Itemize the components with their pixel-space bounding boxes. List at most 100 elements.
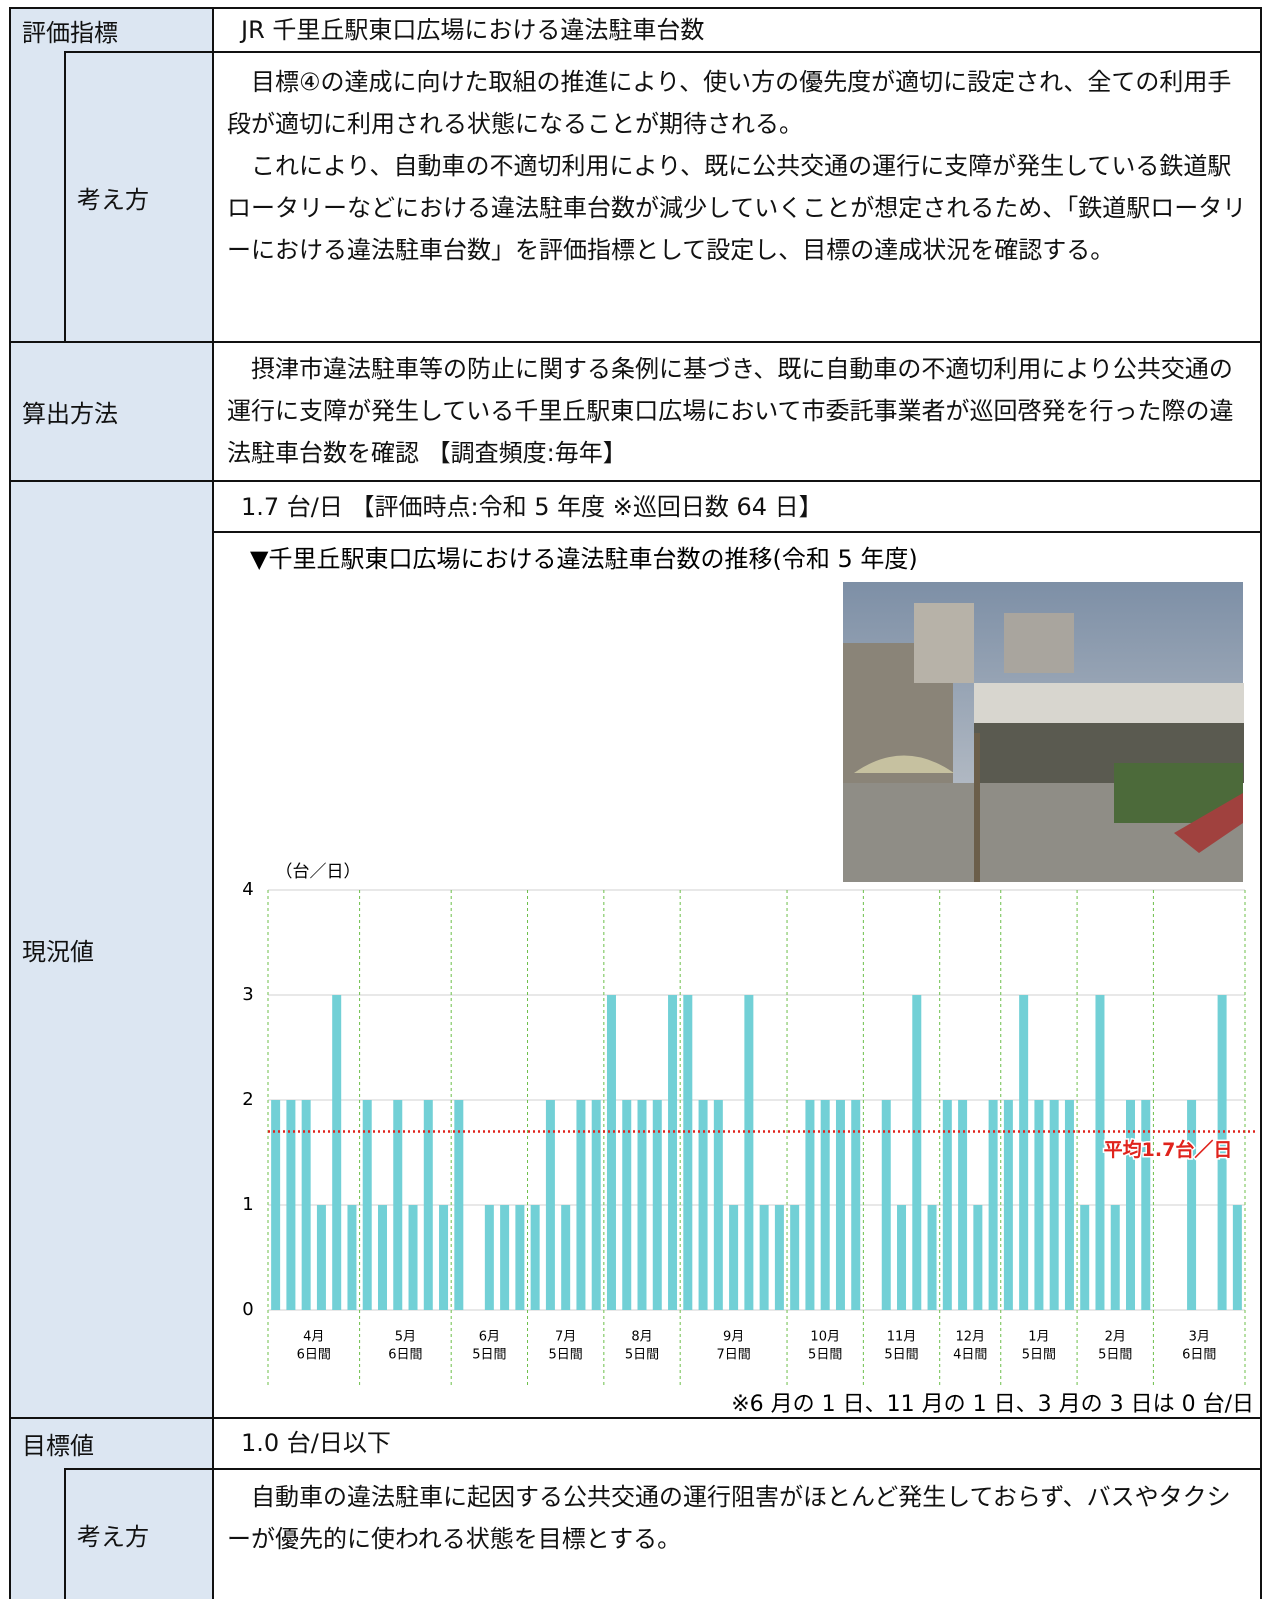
bar: [942, 1100, 952, 1310]
paragraph: 摂津市違法駐車等の防止に関する条例に基づき、既に自動車の不適切利用により公共交通…: [227, 355, 1234, 467]
border: [10, 341, 1262, 343]
row-label: 算出方法: [10, 342, 213, 481]
month-label: 4月: [303, 1330, 324, 1345]
bar: [835, 1100, 845, 1310]
bar: [332, 995, 342, 1310]
cell-text: JR 千里丘駅東口広場における違法駐車台数: [241, 16, 705, 44]
bar: [377, 1205, 387, 1310]
y-tick-label: 1: [242, 1194, 253, 1215]
y-tick-label: 0: [242, 1299, 253, 1320]
row-label: 考え方: [65, 52, 213, 342]
bar: [362, 1100, 372, 1310]
bar: [286, 1100, 296, 1310]
bar: [1080, 1205, 1090, 1310]
border: [10, 7, 1262, 9]
bar: [759, 1205, 769, 1310]
bar: [423, 1100, 433, 1310]
bar: [561, 1205, 571, 1310]
label-text: 算出方法: [22, 400, 118, 428]
month-days: 5日間: [884, 1348, 918, 1363]
chart: ▼千里丘駅東口広場における違法駐車台数の推移(令和 5 年度) （台／日） 0 1…: [242, 545, 1255, 1417]
cell-paragraphs: 摂津市違法駐車等の防止に関する条例に基づき、既に自動車の不適切利用により公共交通…: [213, 348, 1260, 474]
bar: [591, 1100, 601, 1310]
border: [9, 7, 11, 1599]
bar: [668, 995, 678, 1310]
bar: [988, 1100, 998, 1310]
bar: [897, 1205, 907, 1310]
plot: 0 1 2 3 4 4月 6日間 5月 6日間 6月 5日間 7月 5日間 8月 5日間 9月 7日間 10月 5日…: [242, 879, 1255, 1385]
month-days: 5日間: [549, 1348, 583, 1363]
bar: [484, 1205, 494, 1310]
label-text: 評価指標: [22, 18, 118, 47]
bar: [606, 995, 616, 1310]
bar: [1064, 1100, 1074, 1310]
bar: [439, 1205, 449, 1310]
bar: [973, 1205, 983, 1310]
bar: [454, 1100, 464, 1310]
bar: [851, 1100, 861, 1310]
bar: [1049, 1100, 1059, 1310]
bar: [927, 1205, 937, 1310]
bar: [1110, 1205, 1120, 1310]
label-text: 現況値: [22, 938, 94, 966]
border: [212, 7, 214, 1599]
cell-paragraphs: 目標④の達成に向けた取組の推進により、使い方の優先度が適切に設定され、全ての利用…: [213, 61, 1260, 271]
bar: [530, 1205, 540, 1310]
month-label: 5月: [395, 1330, 416, 1345]
month-days: 5日間: [472, 1348, 506, 1363]
month-label: 7月: [555, 1330, 576, 1345]
y-tick-label: 4: [242, 879, 253, 900]
bar: [713, 1100, 723, 1310]
row-label: 現況値: [10, 481, 213, 1418]
border: [65, 51, 1262, 53]
paragraph: これにより、自動車の不適切利用により、既に公共交通の運行に支障が発生している鉄道…: [227, 152, 1247, 264]
bar: [1217, 995, 1227, 1310]
bar: [1095, 995, 1105, 1310]
paragraph: 自動車の違法駐車に起因する公共交通の運行阻害がほとんど発生しておらず、バスやタク…: [227, 1483, 1231, 1553]
bar: [790, 1205, 800, 1310]
border: [64, 51, 66, 342]
month-days: 7日間: [716, 1348, 750, 1363]
bar: [545, 1100, 555, 1310]
month-label: 2月: [1105, 1330, 1126, 1345]
month-days: 6日間: [1182, 1348, 1216, 1363]
bar: [1034, 1100, 1044, 1310]
bar: [683, 995, 693, 1310]
bar: [744, 995, 754, 1310]
bar: [698, 1100, 708, 1310]
bar: [881, 1100, 891, 1310]
average-label: 平均1.7台／日: [1104, 1138, 1233, 1161]
border: [213, 531, 1262, 533]
bar: [271, 1100, 281, 1310]
indent-cell: [10, 52, 65, 342]
border: [64, 1468, 66, 1599]
row-label: 評価指標: [10, 8, 213, 52]
label-text: 目標値: [22, 1432, 94, 1460]
month-label: 1月: [1028, 1330, 1049, 1345]
border: [10, 1417, 1262, 1419]
bar: [637, 1100, 647, 1310]
month-days: 5日間: [625, 1348, 659, 1363]
y-tick-label: 3: [242, 984, 253, 1005]
month-days: 4日間: [953, 1348, 987, 1363]
row-label: 考え方: [65, 1469, 213, 1599]
row-label: 目標値: [10, 1418, 213, 1469]
bar: [1003, 1100, 1013, 1310]
bar: [622, 1100, 632, 1310]
bar: [912, 995, 922, 1310]
month-label: 8月: [631, 1330, 652, 1345]
month-days: 5日間: [808, 1348, 842, 1363]
bar: [652, 1100, 662, 1310]
indent-cell: [10, 1469, 65, 1599]
month-label: 9月: [723, 1330, 744, 1345]
month-label: 3月: [1189, 1330, 1210, 1345]
chart-title: ▼千里丘駅東口広場における違法駐車台数の推移(令和 5 年度): [250, 545, 918, 573]
bar: [500, 1205, 510, 1310]
month-label: 6月: [479, 1330, 500, 1345]
bar: [958, 1100, 968, 1310]
bar: [805, 1100, 815, 1310]
month-label: 11月: [887, 1330, 917, 1345]
border: [65, 1468, 1262, 1470]
cell-text: 1.7 台/日 【評価時点:令和 5 年度 ※巡回日数 64 日】: [241, 493, 823, 521]
